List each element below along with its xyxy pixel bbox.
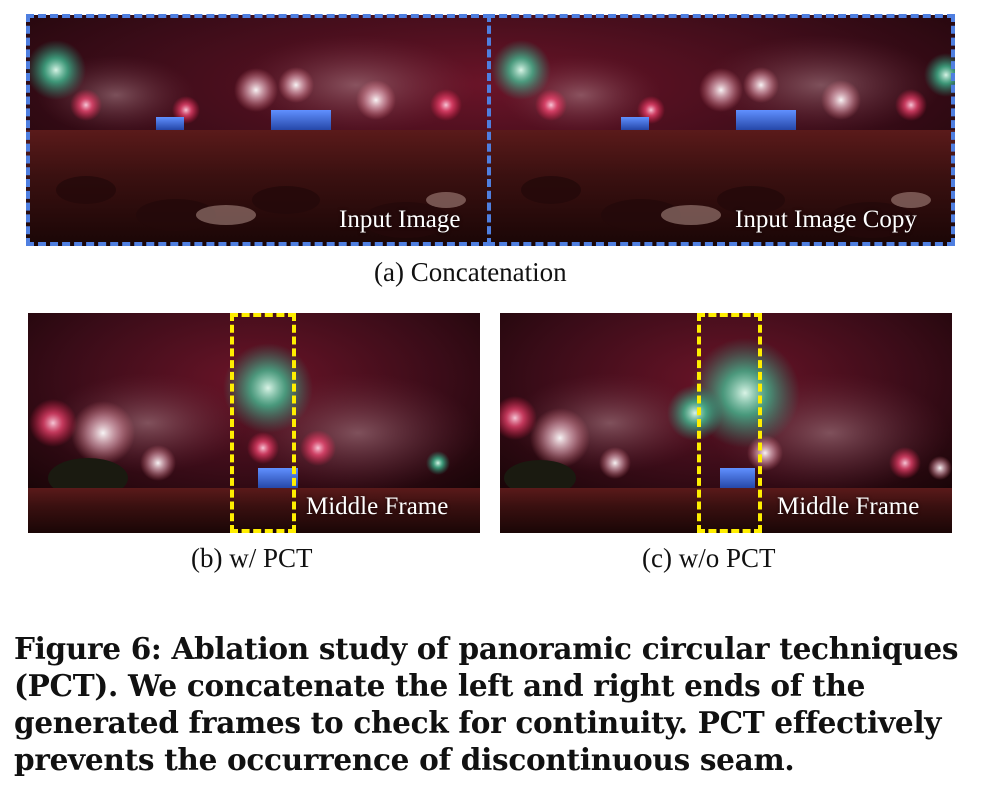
subcaption-b: (b) w/ PCT — [191, 543, 313, 573]
concat-right-box — [487, 14, 955, 246]
figure-caption: Figure 6: Ablation study of panoramic ci… — [14, 631, 959, 777]
middle-frame-label-c: Middle Frame — [777, 493, 920, 520]
middle-frame-label-b: Middle Frame — [306, 493, 449, 520]
fireworks-without-pct-scene — [500, 313, 952, 533]
seam-box-c — [697, 313, 762, 533]
panel-b-image: Middle Frame — [28, 313, 480, 533]
input-image-label: Input Image — [339, 206, 461, 233]
fireworks-with-pct-scene — [28, 313, 480, 533]
seam-box-b — [230, 313, 296, 533]
subcaption-a: (a) Concatenation — [374, 257, 567, 287]
concat-left-box — [26, 14, 491, 246]
panel-c-image: Middle Frame — [500, 313, 952, 533]
subcaption-c: (c) w/o PCT — [642, 543, 776, 573]
input-image-copy-label: Input Image Copy — [735, 206, 917, 233]
